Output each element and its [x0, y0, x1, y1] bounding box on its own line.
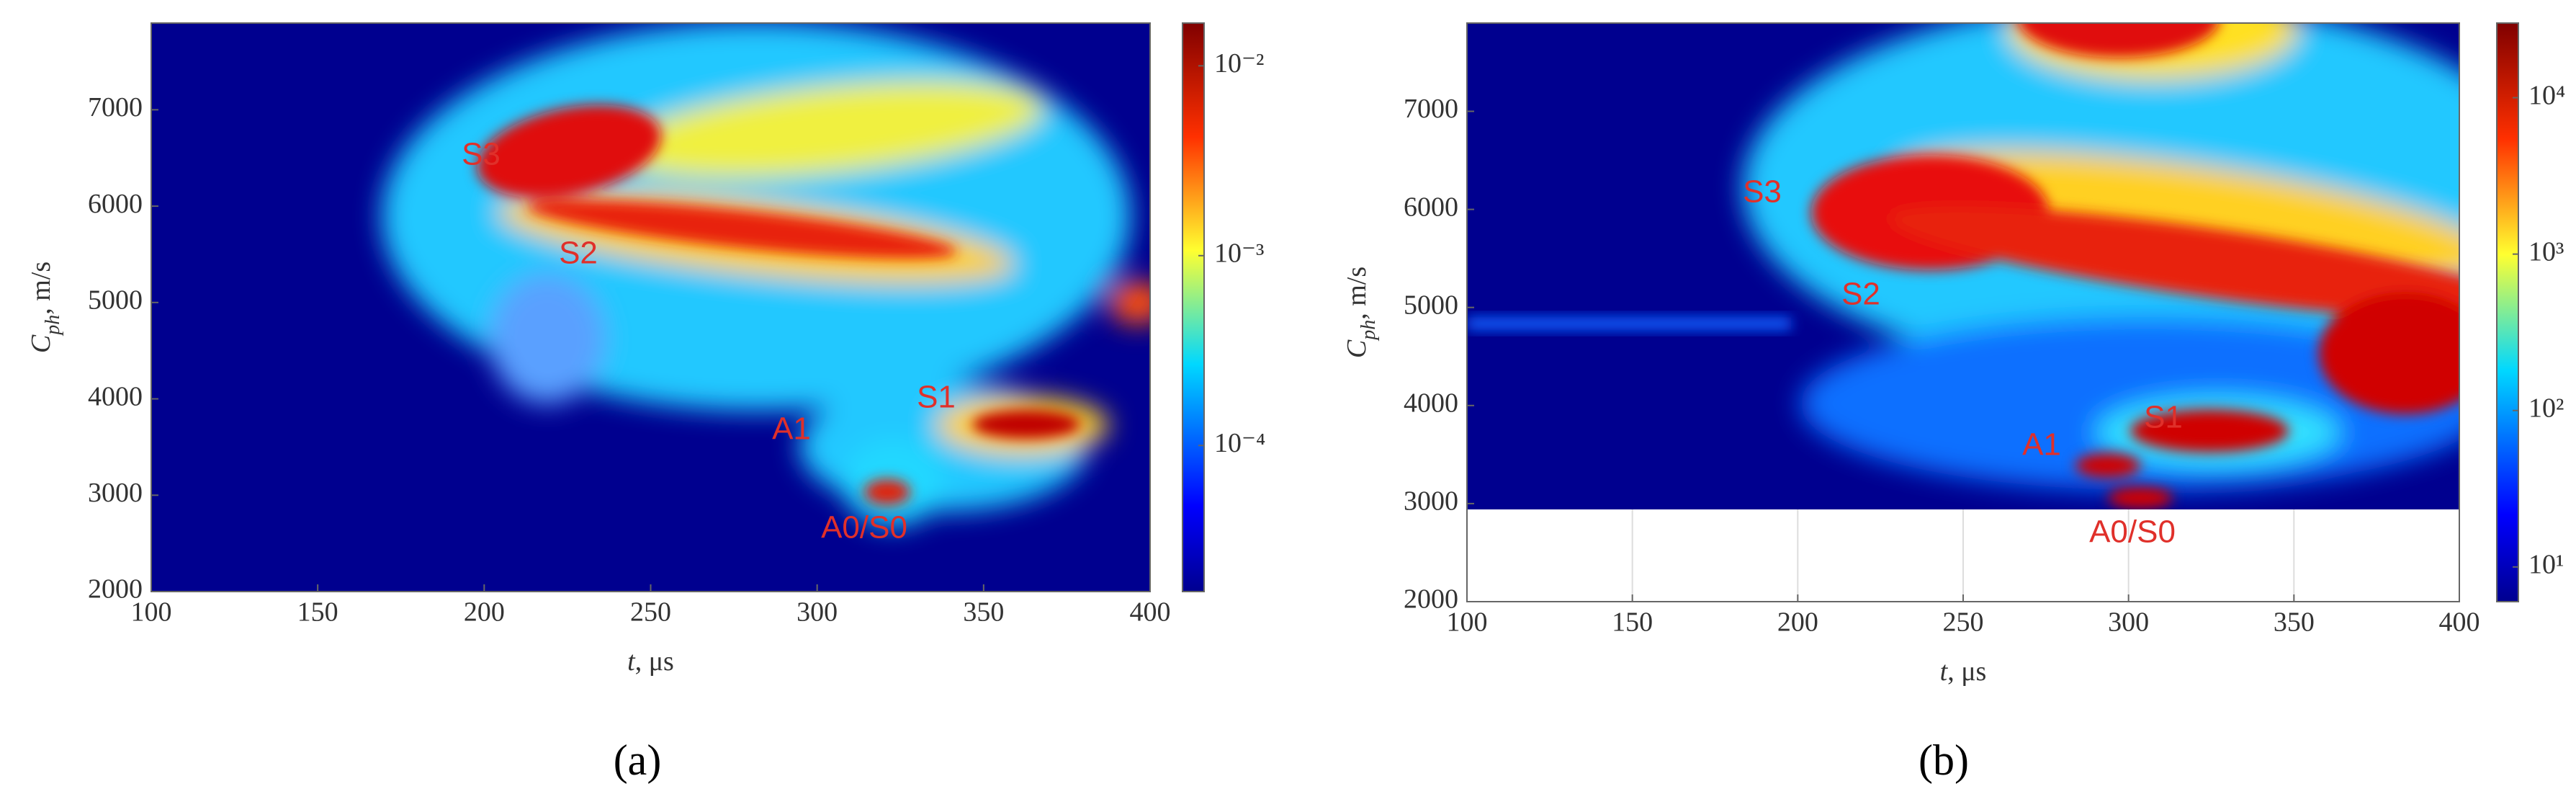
heatmap-b — [1467, 23, 2459, 509]
colorbar-tick-label: 10⁻⁴ — [1214, 428, 1265, 458]
x-tick-label: 150 — [297, 597, 338, 628]
x-tick-label: 300 — [2108, 607, 2149, 638]
x-tick-label: 100 — [131, 597, 172, 628]
plot-frame — [1466, 22, 2460, 602]
y-label-symbol: C — [1342, 339, 1372, 358]
panel-label: (a) — [614, 736, 662, 784]
y-tick-label: 2000 — [88, 574, 143, 605]
y-axis-label: Cph, m/s — [26, 262, 64, 353]
annotation: A1 — [772, 411, 811, 447]
x-label-symbol: t — [627, 646, 636, 677]
y-tick-label: 6000 — [88, 189, 143, 219]
y-tick-label: 2000 — [1404, 584, 1458, 615]
panel-label: (b) — [1918, 736, 1969, 784]
y-label-subscript: ph — [42, 315, 64, 336]
y-tick-label: 7000 — [1404, 94, 1458, 124]
y-tick-label: 7000 — [88, 92, 143, 122]
x-label-unit: , μs — [635, 646, 674, 677]
y-tick-label: 4000 — [88, 381, 143, 411]
x-tick-label: 400 — [1130, 597, 1171, 628]
annotation: A0/S0 — [821, 510, 907, 545]
annotation: S1 — [917, 380, 956, 415]
y-label-unit: , m/s — [1342, 267, 1372, 320]
annotation: A1 — [2022, 427, 2061, 463]
annotation: S3 — [462, 137, 501, 172]
y-tick-label: 3000 — [1404, 486, 1458, 517]
annotation: S3 — [1743, 174, 1782, 210]
colorbar-tick-label: 10¹ — [2528, 550, 2564, 580]
x-tick-label: 150 — [1612, 607, 1653, 638]
x-tick-label: 250 — [630, 597, 671, 628]
colorbar-tick-label: 10³ — [2528, 236, 2564, 267]
y-tick-label: 3000 — [88, 478, 143, 508]
colorbar-tick-label: 10⁴ — [2528, 80, 2565, 110]
colorbar-tick-label: 10² — [2528, 393, 2564, 423]
x-tick-label: 350 — [2274, 607, 2315, 638]
x-axis-label: t, μs — [1940, 656, 1987, 687]
x-tick-label: 400 — [2439, 607, 2480, 638]
plot-frame — [151, 22, 1151, 592]
y-tick-label: 4000 — [1404, 388, 1458, 419]
y-tick-label: 6000 — [1404, 192, 1458, 222]
colorbar-tick-label: 10⁻³ — [1214, 238, 1264, 269]
x-tick-label: 300 — [796, 597, 838, 628]
y-label-subscript: ph — [1357, 320, 1380, 342]
x-tick-label: 200 — [1777, 607, 1818, 638]
colorbar — [1182, 22, 1205, 592]
x-tick-label: 250 — [1943, 607, 1984, 638]
x-axis-label: t, μs — [627, 646, 674, 677]
colorbar-tick-label: 10⁻² — [1214, 48, 1264, 79]
x-tick-label: 100 — [1447, 607, 1488, 638]
annotation: A0/S0 — [2089, 514, 2176, 550]
heatmap-a — [151, 23, 1150, 592]
annotation: S2 — [1841, 277, 1880, 312]
y-label-symbol: C — [26, 334, 56, 353]
x-label-symbol: t — [1940, 656, 1949, 687]
x-tick-label: 200 — [464, 597, 505, 628]
x-label-unit: , μs — [1947, 656, 1986, 687]
annotation: S2 — [559, 236, 598, 271]
annotation: S1 — [2144, 400, 2183, 435]
y-tick-label: 5000 — [88, 285, 143, 316]
x-tick-label: 350 — [963, 597, 1004, 628]
axes-layer: 100 150 200 250 300 350 400 2000 3000 4000 5000 600… — [26, 22, 2565, 784]
colorbar — [2496, 22, 2519, 602]
y-tick-label: 5000 — [1404, 290, 1458, 320]
y-axis-label: Cph, m/s — [1342, 267, 1380, 358]
y-label-unit: , m/s — [26, 262, 56, 315]
